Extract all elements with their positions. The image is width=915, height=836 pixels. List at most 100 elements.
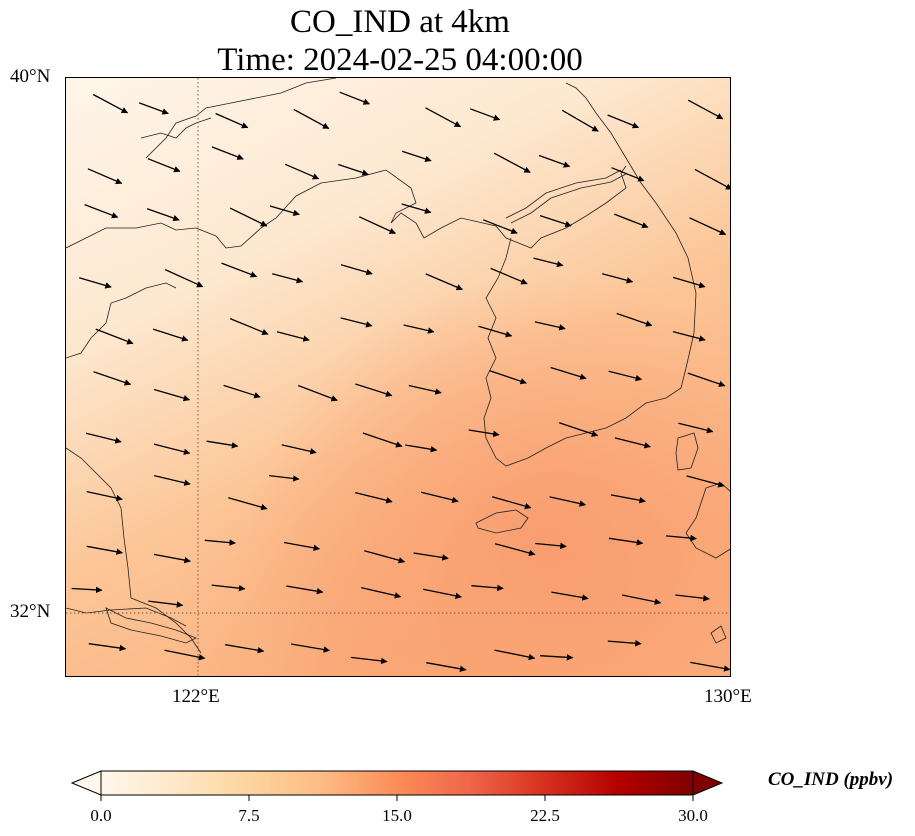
wind-arrow [148,600,184,608]
wind-arrow [482,219,518,234]
colorbar-tick-0: 0.0 [90,806,112,825]
wind-arrow [678,422,714,434]
wind-arrow [494,649,536,661]
wind-arrow [401,150,432,162]
wind-arrow [539,654,574,661]
chart-title-line1: CO_IND at 4km [290,4,510,40]
wind-arrow [84,203,119,219]
wind-arrow [608,537,644,546]
wind-arrow [164,649,206,661]
wind-arrow [86,490,123,502]
wind-arrow [665,534,697,542]
wind-arrow [283,541,321,552]
wind-arrow [359,216,396,234]
wind-arrow [616,312,653,327]
wind-arrow [340,317,373,328]
lat-label-32n: 32°N [10,601,51,622]
wind-arrow [87,168,123,185]
wind-arrow [290,643,331,653]
wind-arrow [153,388,191,402]
wind-arrow [153,443,191,455]
wind-arrow [152,328,189,342]
wind-arrow [146,208,180,222]
colorbar-tick-4: 30.0 [678,806,708,825]
wind-arrow [478,325,513,338]
wind-arrow [276,331,310,342]
wind-arrow [85,432,122,444]
wind-arrow [147,158,181,173]
wind-arrow [206,440,239,449]
wind-arrow [297,384,338,402]
wind-arrow [153,553,191,564]
wind-arrow [549,496,587,507]
wind-arrow [608,370,643,382]
wind-arrow [401,203,432,214]
wind-arrow [551,591,589,601]
wind-arrow [281,444,317,455]
wind-arrow [339,91,371,105]
wind-arrow [602,273,634,284]
wind-arrow [92,93,129,114]
wind-arrow [675,594,710,602]
colorbar-svg [70,770,724,801]
gridlines [66,78,730,676]
wind-arrow [269,474,300,482]
colorbar-ticks [100,795,694,801]
wind-arrow [539,214,572,228]
colorbar [70,768,726,804]
wind-arrow [204,539,236,546]
wind-arrow [534,321,566,331]
wind-arrow [672,276,706,289]
wind-arrow [225,644,265,654]
lat-label-40n: 40°N [10,66,51,87]
wind-arrow [426,662,467,672]
wind-arrow [154,474,191,486]
chart-title-line2: Time: 2024-02-25 04:00:00 [217,42,583,78]
wind-arrow [607,640,642,647]
wind-arrow [468,429,500,438]
wind-arrow [490,267,528,285]
wind-arrow [621,594,662,605]
wind-arrow [223,384,261,399]
wind-arrow [689,217,727,236]
wind-arrow [687,99,724,120]
colorbar-min-extend [70,770,102,796]
wind-arrow [79,277,112,289]
wind-arrow [355,491,393,504]
colorbar-tick-3: 22.5 [530,806,560,825]
wind-arrow [687,372,726,387]
wind-vectors [71,91,730,672]
wind-arrow [93,371,132,386]
wind-arrow [558,422,599,437]
colorbar-tick-1: 7.5 [238,806,260,825]
wind-arrow [138,102,169,115]
wind-arrow [493,152,531,173]
wind-arrow [607,114,640,129]
wind-arrow [362,432,403,448]
wind-arrow [614,213,649,229]
lon-label-122e: 122°E [172,686,220,707]
wind-arrow [694,168,730,190]
wind-arrow [361,586,402,599]
colorbar-max-extend [692,770,724,796]
wind-arrow [535,542,567,550]
colorbar-gradient [100,770,694,796]
wind-arrow [364,550,406,564]
wind-arrow [420,491,459,504]
map-panel[interactable] [65,77,731,677]
wind-arrow [221,262,258,278]
wind-arrow [338,163,369,176]
lon-label-130e: 130°E [704,686,752,707]
wind-arrow [538,154,571,168]
wind-arrow [611,167,645,182]
wind-arrow [284,163,320,180]
wind-arrow [471,584,504,592]
wind-arrow [533,257,564,268]
colorbar-label: CO_IND (ppbv) [768,769,894,790]
wind-arrow [211,584,246,592]
wind-arrow [228,497,268,511]
wind-arrow [215,112,249,129]
wind-arrow [269,205,300,216]
wind-arrow [211,146,244,160]
wind-arrow [672,330,706,342]
